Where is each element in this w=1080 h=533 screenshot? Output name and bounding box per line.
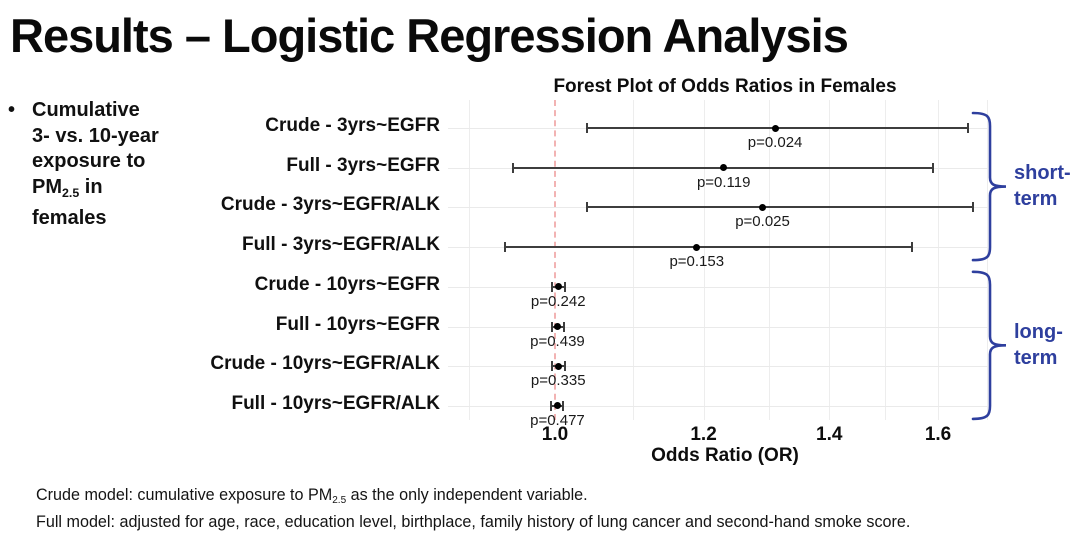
ci-cap-right	[562, 400, 565, 411]
ci-cap-right	[562, 321, 565, 332]
error-bar	[504, 246, 913, 249]
pm-subscript: 2.5	[332, 494, 347, 506]
or-point	[553, 402, 561, 410]
p-value-label: p=0.153	[669, 253, 725, 271]
ci-cap-right	[563, 361, 566, 372]
gridline	[632, 100, 634, 420]
chart-title: Forest Plot of Odds Ratios in Females	[553, 76, 897, 97]
ci-cap-right	[931, 162, 934, 173]
or-point	[553, 323, 561, 330]
ci-cap-left	[503, 242, 506, 253]
row-label: Crude - 10yrs~EGFR/ALK	[210, 353, 440, 375]
page-title: Results – Logistic Regression Analysis	[10, 9, 849, 62]
bullet-line-4: females	[32, 207, 107, 229]
row-leader-line	[448, 405, 988, 407]
p-value-label: p=0.024	[747, 134, 803, 151]
footnote-crude: Crude model: cumulative exposure to PM2.…	[36, 485, 588, 506]
gridline	[703, 100, 705, 420]
x-tick-label: 1.4	[816, 424, 843, 445]
ci-cap-left	[550, 321, 553, 332]
x-tick-label: 1.6	[924, 424, 952, 445]
p-value-label: p=0.242	[530, 292, 586, 310]
row-label: Full - 3yrs~EGFR/ALK	[242, 234, 440, 256]
or-point	[554, 362, 562, 370]
p-value-label: p=0.119	[696, 173, 751, 191]
bullet-marker: •	[8, 99, 16, 121]
or-point	[771, 124, 779, 132]
p-value-label: p=0.025	[735, 213, 790, 231]
reference-line	[554, 100, 556, 420]
row-label: Crude - 3yrs~EGFR/ALK	[220, 194, 440, 216]
p-value-label: p=0.335	[530, 372, 586, 390]
gridline	[469, 100, 471, 420]
ci-cap-left	[585, 202, 588, 213]
error-bar	[586, 206, 973, 209]
gridline	[987, 100, 989, 420]
bullet-line-1: Cumulative	[32, 99, 140, 121]
gridline	[885, 100, 887, 420]
x-axis-label: Odds Ratio (OR)	[651, 445, 799, 466]
short-term-label: short- term	[1014, 162, 1071, 210]
footnotes: Crude model: cumulative exposure to PM2.…	[36, 484, 1080, 533]
pm-subscript: 2.5	[62, 185, 80, 200]
ci-cap-left	[550, 281, 553, 292]
or-point	[720, 164, 728, 172]
row-label: Crude - 3yrs~EGFR	[265, 115, 440, 136]
row-label: Full - 3yrs~EGFR	[286, 154, 440, 176]
ci-cap-right	[563, 281, 566, 292]
or-point	[554, 283, 562, 291]
ci-cap-left	[512, 162, 515, 173]
ci-cap-right	[971, 202, 974, 213]
gridline	[829, 100, 831, 420]
bullet-line-2: 3- vs. 10-year	[32, 124, 159, 147]
bullet-pm: PM2.5 in	[32, 175, 103, 200]
long-term-label: long- term	[1014, 321, 1063, 369]
row-label: Crude - 10yrs~EGFR	[254, 273, 440, 295]
p-value-label: p=0.439	[530, 332, 585, 350]
bullet-line-3: exposure to	[32, 150, 146, 172]
ci-cap-left	[549, 400, 552, 411]
x-tick-label: 1.2	[690, 424, 717, 445]
ci-cap-right	[911, 242, 914, 253]
or-point	[693, 243, 701, 251]
row-label: Full - 10yrs~EGFR/ALK	[231, 392, 440, 414]
ci-cap-left	[550, 361, 553, 372]
x-tick-label: 1.0	[541, 424, 569, 445]
gridline	[938, 100, 940, 420]
or-point	[759, 203, 767, 211]
row-leader-line	[448, 326, 988, 328]
row-label: Full - 10yrs~EGFR	[275, 313, 440, 335]
ci-cap-left	[585, 123, 588, 133]
gridline	[768, 100, 770, 420]
ci-cap-right	[967, 123, 970, 133]
bullet-point: • Cumulative 3- vs. 10-year exposure to …	[8, 98, 238, 232]
row-leader-line	[448, 286, 988, 288]
row-leader-line	[448, 366, 988, 368]
footnote-full: Full model: adjusted for age, race, educ…	[36, 512, 911, 531]
p-value-label: p=0.477	[530, 411, 585, 429]
